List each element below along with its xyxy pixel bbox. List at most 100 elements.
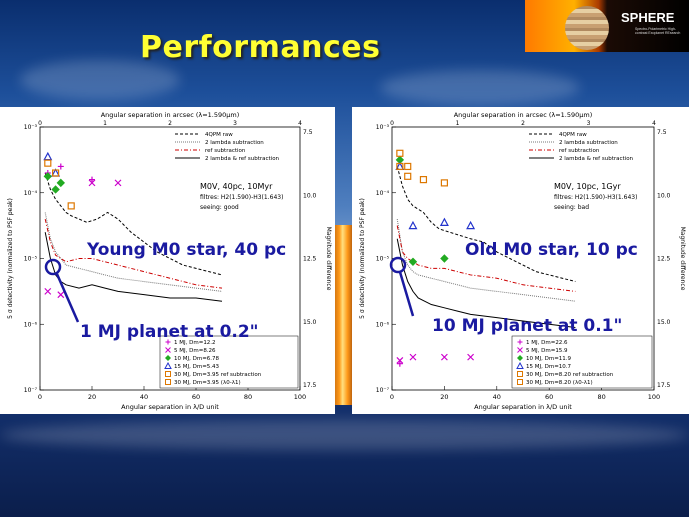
marker-legend-box [511, 335, 653, 389]
y-tick-label: 10⁻⁵ [24, 256, 38, 263]
marker-triangle [408, 220, 418, 230]
series-line [396, 218, 576, 302]
top-tick-label: 4 [652, 120, 656, 127]
legend-label: 4QPM raw [205, 132, 233, 138]
legend-label: 2 lambda subtraction [205, 140, 264, 146]
legend-marker [516, 361, 524, 369]
marker-square [67, 202, 75, 210]
marker-cross [88, 179, 96, 187]
legend-marker-label: 15 MJ, Dm=5.43 [174, 364, 220, 370]
legend-marker-label: 5 MJ, Dm=15.9 [526, 348, 568, 354]
chart-info-text: M0V, 40pc, 10Myr [200, 182, 273, 191]
marker-square [440, 179, 449, 187]
right-axis-label: Magnitude difference [325, 227, 332, 291]
annotation-right-star: Old M0 star, 10 pc [465, 240, 638, 260]
legend-label: 4QPM raw [559, 132, 587, 138]
legend-marker [517, 339, 523, 345]
marker-legend-box [159, 335, 299, 389]
legend-marker [165, 355, 171, 361]
chart-info-text: seeing: good [200, 204, 239, 211]
y-tick-label: 10⁻⁴ [24, 190, 38, 197]
marker-cross [114, 179, 122, 187]
right-tick-label: 7.5 [303, 129, 313, 136]
right-tick-label: 12.5 [657, 256, 671, 263]
detectivity-chart-right: Angular separation in arcsec (λ=1.590μm)… [359, 111, 686, 411]
top-tick-label: 0 [38, 120, 42, 127]
series-line [396, 225, 576, 292]
sky-cloud [380, 70, 580, 105]
marker-cross [440, 353, 448, 361]
sphere-logo: SPHERE Spectro-Polarimetric High-contras… [525, 0, 689, 52]
chart-info-text: seeing: bad [554, 204, 589, 211]
x-tick-label: 100 [648, 393, 660, 401]
legend-marker-label: 10 MJ, Dm=11.9 [526, 356, 572, 362]
chart-info-text: M0V, 10pc, 1Gyr [554, 182, 621, 191]
right-tick-label: 15.0 [657, 319, 671, 326]
x-tick-label: 40 [493, 393, 501, 401]
top-tick-label: 3 [233, 120, 237, 127]
legend-marker [517, 379, 523, 385]
legend-marker [165, 379, 171, 385]
annotation-right-planet: 10 MJ planet at 0.1" [432, 316, 623, 336]
marker-diamond [43, 172, 53, 181]
legend-label: 2 lambda & ref subtraction [205, 156, 280, 162]
marker-square [44, 159, 52, 167]
x-axis-label: Angular separation in λ/D unit [121, 403, 219, 411]
y-tick-label: 10⁻³ [376, 124, 390, 131]
marker-square [404, 162, 412, 171]
y-tick-label: 10⁻³ [24, 124, 38, 131]
top-axis-label: Angular separation in arcsec (λ=1.590μm) [101, 111, 240, 119]
right-tick-label: 12.5 [303, 256, 317, 263]
right-tick-label: 10.0 [303, 192, 317, 199]
legend-marker [165, 339, 171, 345]
marker-square [396, 162, 404, 171]
x-tick-label: 100 [294, 393, 306, 401]
marker-square [396, 149, 404, 157]
chart-panel-left: Angular separation in arcsec (λ=1.590μm)… [0, 107, 335, 414]
annotation-left-star: Young M0 star, 40 pc [87, 240, 287, 260]
x-tick-label: 0 [38, 393, 42, 401]
marker-triangle [439, 217, 449, 226]
sky-cloud [0, 420, 689, 450]
logo-subtitle: Spectro-Polarimetric High-contrast Exopl… [635, 27, 681, 35]
top-tick-label: 0 [390, 120, 394, 127]
legend-marker [517, 371, 523, 377]
y-tick-label: 10⁻⁷ [24, 387, 38, 394]
marker-square [404, 172, 412, 180]
marker-cross [44, 287, 52, 295]
marker-cross [467, 353, 475, 361]
legend-marker [517, 347, 523, 353]
x-tick-label: 20 [440, 393, 448, 401]
slide-title: Performances [140, 30, 381, 65]
right-tick-label: 17.5 [657, 382, 671, 389]
series-line [396, 166, 576, 282]
right-axis-label: Magnitude difference [679, 227, 686, 291]
legend-marker-label: 5 MJ, Dm=8.26 [174, 348, 216, 354]
top-tick-label: 3 [587, 120, 591, 127]
top-tick-label: 1 [103, 120, 107, 127]
annotation-left-planet: 1 MJ planet at 0.2" [80, 322, 259, 342]
x-tick-label: 0 [390, 393, 394, 401]
legend-marker [165, 347, 171, 353]
legend-label: 2 lambda & ref subtraction [559, 156, 634, 162]
legend-marker-label: 1 MJ, Dm=12.2 [174, 340, 216, 346]
chart-info-text: filtres: H2(1.590)-H3(1.643) [200, 194, 283, 201]
marker-square [51, 169, 60, 177]
legend-marker-label: 15 MJ, Dm=10.7 [526, 364, 572, 370]
marker-cross [396, 356, 404, 364]
y-tick-label: 10⁻⁴ [376, 190, 390, 197]
series-line [44, 172, 223, 276]
marker-diamond [408, 257, 418, 266]
marker-plus [57, 163, 64, 170]
right-tick-label: 10.0 [657, 192, 671, 199]
legend-label: ref subtraction [205, 148, 246, 154]
series-line [44, 218, 223, 289]
legend-marker [517, 355, 523, 361]
marker-cross [57, 291, 65, 299]
top-tick-label: 2 [168, 120, 172, 127]
legend-label: 2 lambda subtraction [559, 140, 618, 146]
legend-marker-label: 30 MJ, Dm=3.95 ref subtraction [174, 372, 262, 378]
top-tick-label: 1 [456, 120, 460, 127]
x-tick-label: 40 [140, 393, 148, 401]
x-tick-label: 80 [244, 393, 252, 401]
